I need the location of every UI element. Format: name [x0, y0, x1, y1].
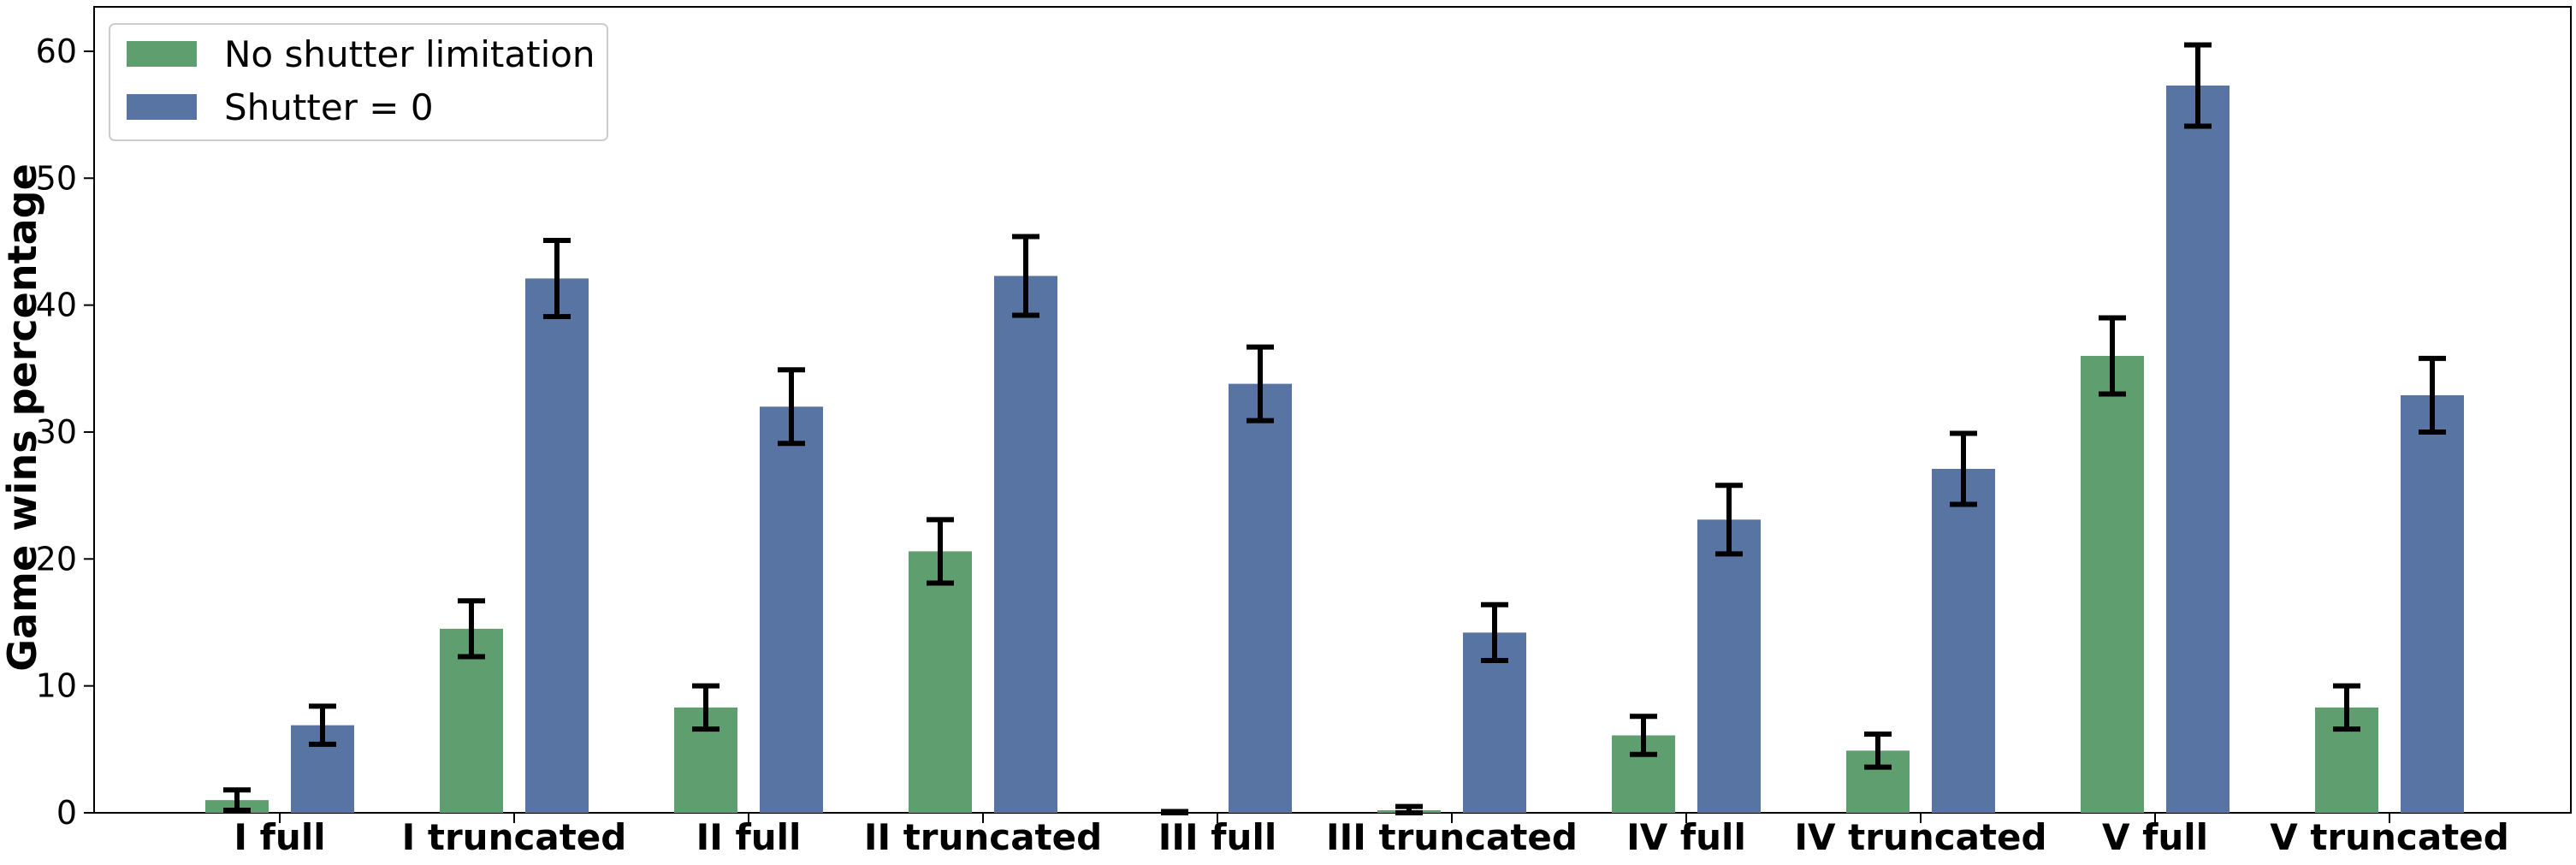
bar [2401, 394, 2464, 813]
bar [1697, 519, 1761, 813]
errorbars-layer [223, 42, 2446, 815]
bar [909, 551, 972, 813]
y-tick-label: 30 [36, 413, 77, 451]
x-tick-label: II truncated [864, 816, 1102, 858]
y-tick-label: 50 [36, 159, 77, 197]
bar [1229, 383, 1292, 813]
bar [440, 628, 503, 813]
x-tick-label: IV truncated [1794, 816, 2046, 858]
bar [760, 406, 823, 813]
x-tick-label: I full [234, 816, 325, 858]
bar [994, 275, 1057, 813]
y-tick-label: 20 [36, 540, 77, 578]
x-tick-label: III truncated [1326, 816, 1578, 858]
y-tick-label: 40 [36, 287, 77, 324]
x-tick-label: V truncated [2270, 816, 2509, 858]
x-tick-label: IV full [1626, 816, 1746, 858]
legend-label-no-shutter: No shutter limitation [224, 33, 595, 75]
y-tick-label: 0 [56, 794, 77, 832]
x-tick-label: I truncated [402, 816, 627, 858]
legend: No shutter limitation Shutter = 0 [109, 23, 608, 141]
bar [525, 278, 589, 813]
x-tick-label: II full [696, 816, 802, 858]
bar [1932, 468, 1995, 813]
bar [2081, 355, 2144, 813]
y-tick-label: 10 [36, 667, 77, 705]
legend-swatch-shutter-0 [127, 94, 197, 120]
legend-label-shutter-0: Shutter = 0 [224, 86, 434, 128]
bars-layer [205, 85, 2464, 814]
x-tick-label: III full [1158, 816, 1276, 858]
x-tick-label: V full [2102, 816, 2208, 858]
legend-swatch-no-shutter [127, 41, 197, 67]
y-axis: 0 10 20 30 40 50 60 [36, 33, 94, 832]
y-axis-title: Game wins percentage [0, 163, 45, 672]
bar [2166, 85, 2230, 814]
x-axis: I full I truncated II full II truncated III … [234, 813, 2509, 858]
y-tick-label: 60 [36, 33, 77, 70]
legend-box [109, 23, 608, 141]
